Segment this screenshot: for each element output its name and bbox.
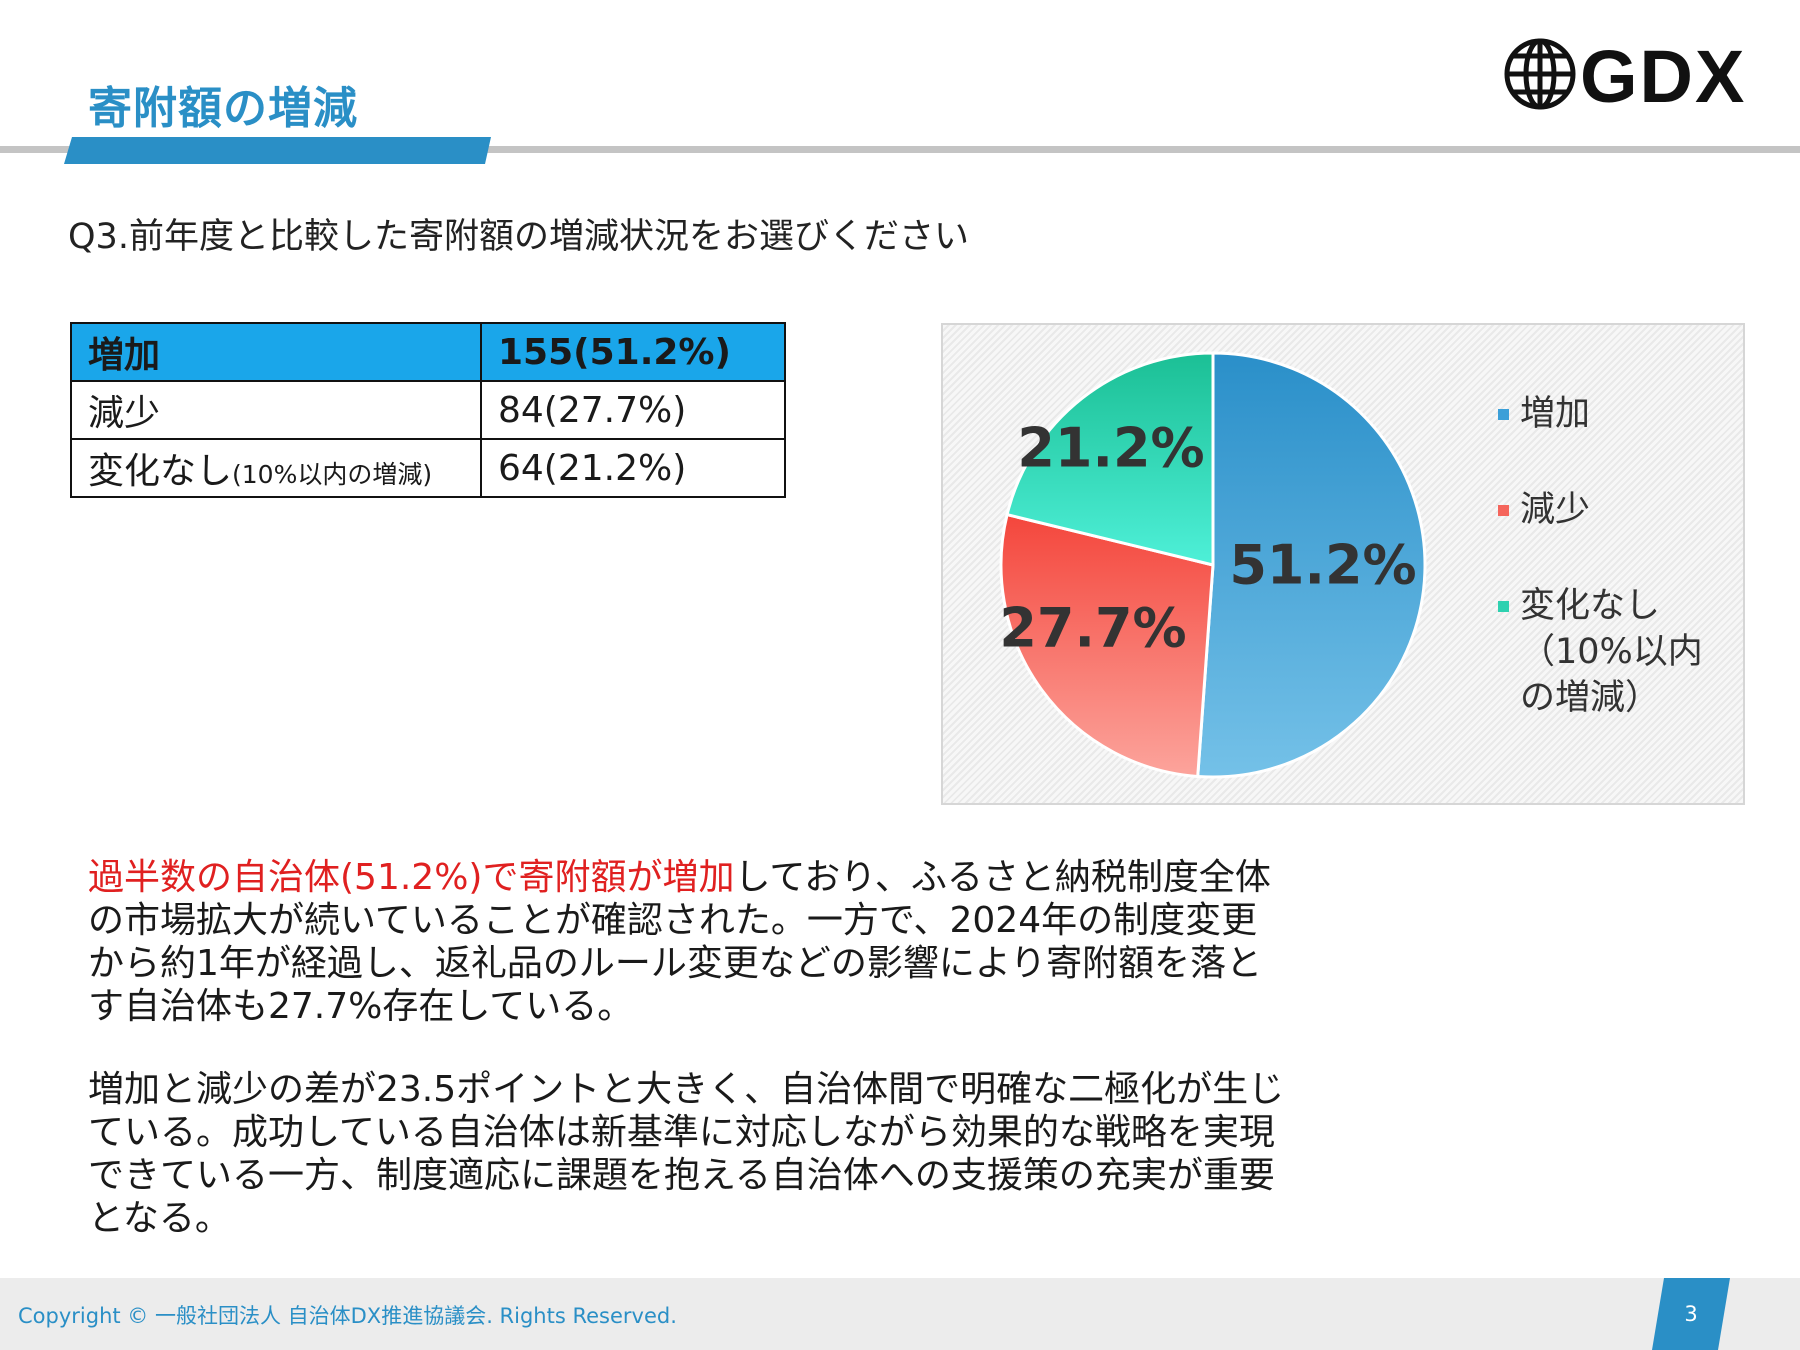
row-label: 増加 — [70, 322, 482, 382]
pie-slice — [999, 512, 1215, 779]
pie-chart: 51.2% 27.7% 21.2% 増加 減少 変化なし（10%以内の増減） — [941, 323, 1745, 805]
analysis-paragraph-2: 増加と減少の差が23.5ポイントと大きく、自治体間で明確な二極化が生じている。成… — [88, 1069, 1285, 1239]
table-row: 増加 155(51.2%) — [70, 322, 786, 382]
pie-data-label: 51.2% — [1229, 534, 1416, 597]
globe-icon — [1504, 38, 1576, 110]
legend-item: 減少 — [1496, 487, 1736, 533]
page-title: 寄附額の増減 — [88, 83, 358, 134]
logo-text: GDX — [1580, 35, 1746, 114]
pie-data-label: 27.7% — [999, 597, 1186, 660]
paragraph-text: しており、ふるさと納税制度全体の市場拡大が続いていることが確認された。一方で、2… — [88, 857, 1271, 1027]
analysis-text: 過半数の自治体(51.2%)で寄附額が増加しており、ふるさと納税制度全体の市場拡… — [88, 856, 1288, 1280]
pie-chart-svg: 51.2% 27.7% 21.2% — [999, 351, 1427, 779]
row-value: 84(27.7%) — [480, 380, 786, 440]
page-number: 3 — [1684, 1302, 1698, 1326]
legend-swatch — [1498, 601, 1509, 612]
pie-data-label: 21.2% — [1017, 417, 1204, 480]
legend-item: 変化なし（10%以内の増減） — [1496, 583, 1736, 721]
highlight-text: 過半数の自治体(51.2%)で寄附額が増加 — [88, 857, 735, 898]
summary-table: 増加 155(51.2%) 減少 84(27.7%) 変化なし(10%以内の増減… — [70, 322, 786, 498]
title-rule — [0, 146, 1800, 153]
legend-item: 増加 — [1496, 391, 1736, 437]
chart-legend: 増加 減少 変化なし（10%以内の増減） — [1496, 391, 1736, 771]
pie-slice — [1005, 351, 1215, 567]
row-label: 減少 — [70, 380, 482, 440]
question-text: Q3.前年度と比較した寄附額の増減状況をお選びください — [68, 217, 969, 257]
title-accent-bar — [64, 137, 491, 164]
row-label-note: (10%以内の増減) — [232, 460, 433, 489]
row-label: 変化なし(10%以内の増減) — [70, 438, 482, 498]
analysis-paragraph-1: 過半数の自治体(51.2%)で寄附額が増加しており、ふるさと納税制度全体の市場拡… — [88, 856, 1288, 1028]
row-value: 155(51.2%) — [480, 322, 786, 382]
table-row: 変化なし(10%以内の増減) 64(21.2%) — [70, 438, 786, 498]
legend-swatch — [1498, 505, 1509, 516]
legend-swatch — [1498, 409, 1509, 420]
table-row: 減少 84(27.7%) — [70, 380, 786, 440]
footer: Copyright © 一般社団法人 自治体DX推進協議会. Rights Re… — [0, 1278, 1800, 1350]
copyright-text: Copyright © 一般社団法人 自治体DX推進協議会. Rights Re… — [18, 1304, 677, 1328]
legend-label: 増加 — [1520, 394, 1591, 434]
legend-label: 減少 — [1520, 490, 1591, 530]
gdx-logo: GDX — [1504, 35, 1746, 114]
pie-slice — [1196, 351, 1427, 779]
page-number-tab: 3 — [1652, 1278, 1730, 1350]
legend-label: 変化なし（10%以内の増減） — [1520, 586, 1703, 718]
row-value: 64(21.2%) — [480, 438, 786, 498]
